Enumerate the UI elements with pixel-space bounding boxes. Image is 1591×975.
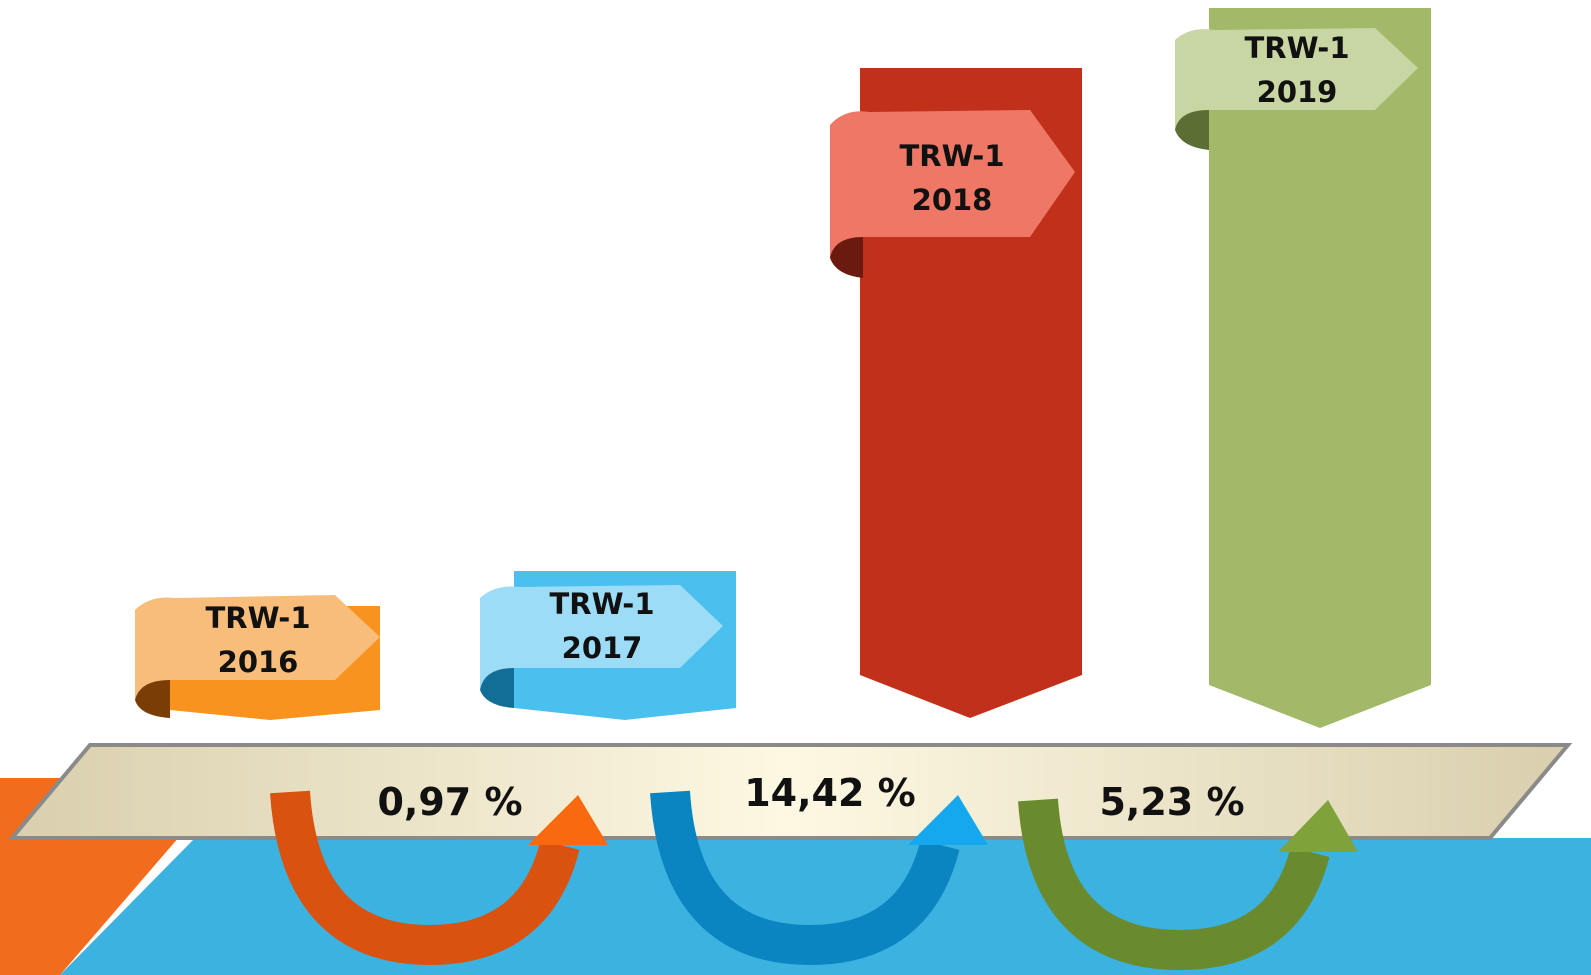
growth-arrow	[650, 790, 988, 966]
growth-arrow	[270, 790, 608, 966]
ribbon	[480, 585, 723, 708]
ribbon	[1175, 28, 1418, 150]
bar-year: 2016	[218, 645, 299, 679]
bar-year: 2017	[562, 631, 643, 665]
growth-arrow	[1018, 798, 1358, 971]
bar-year: 2019	[1257, 75, 1338, 109]
growth-label: 14,42 %	[744, 771, 916, 815]
bar	[1209, 8, 1431, 728]
shelf	[7, 743, 1573, 840]
bar-label: TRW-1	[899, 139, 1004, 173]
ribbon	[830, 110, 1075, 278]
growth-label: 5,23 %	[1099, 780, 1244, 824]
ribbon	[135, 595, 380, 718]
bar-label: TRW-1	[549, 587, 654, 621]
bar-label: TRW-1	[205, 601, 310, 635]
bar-label: TRW-1	[1244, 31, 1349, 65]
bar-year: 2018	[912, 183, 993, 217]
growth-label: 0,97 %	[377, 780, 522, 824]
